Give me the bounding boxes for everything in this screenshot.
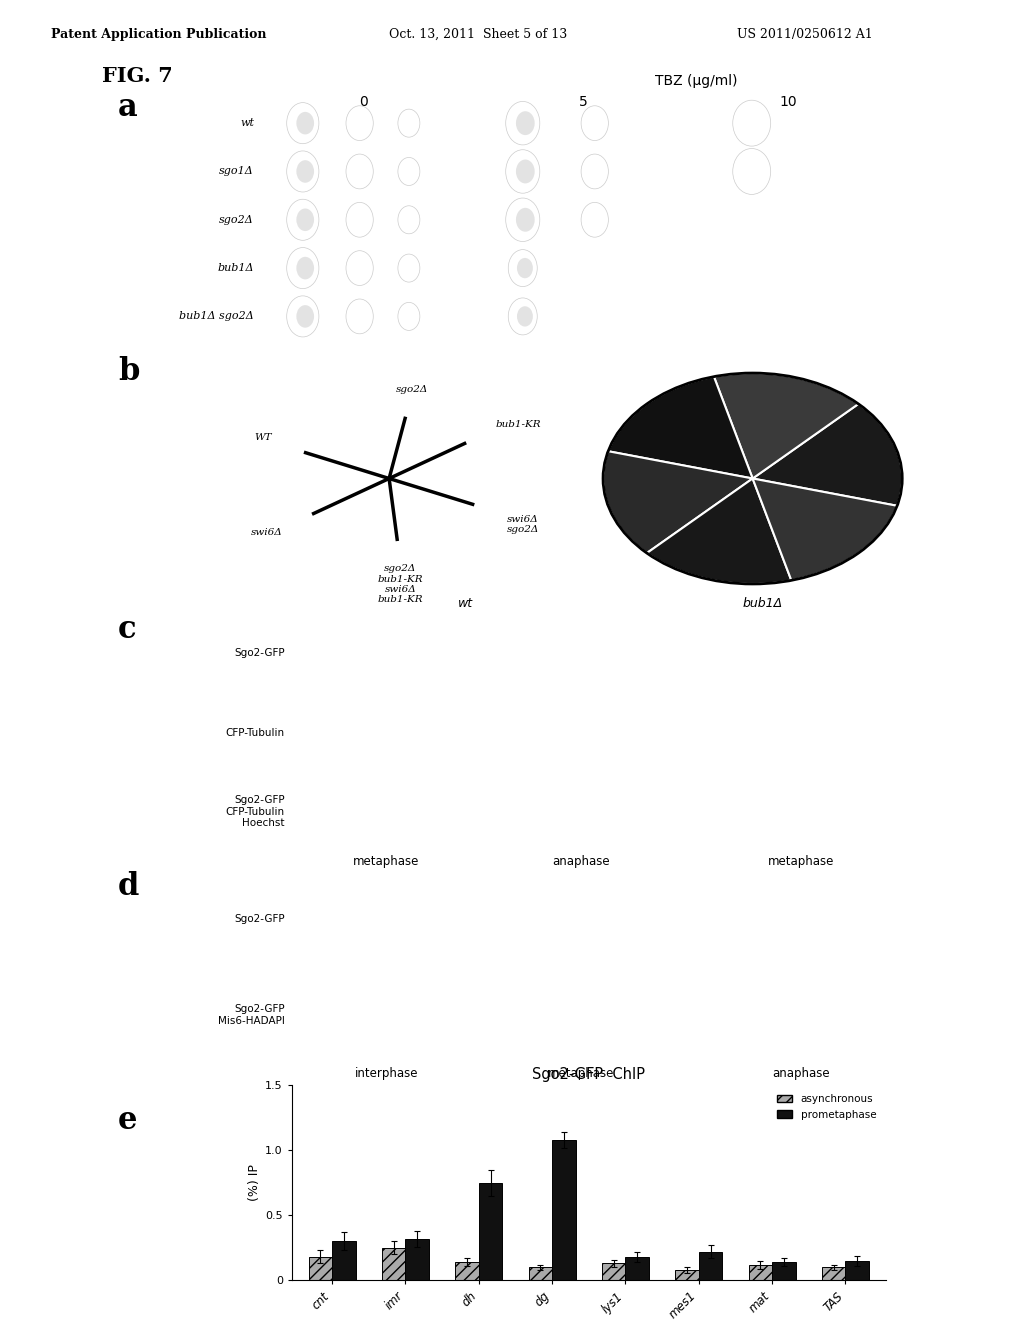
Circle shape (296, 112, 314, 135)
Text: Patent Application Publication: Patent Application Publication (51, 28, 266, 41)
Circle shape (346, 154, 374, 189)
Text: TBZ (μg/ml): TBZ (μg/ml) (655, 74, 737, 88)
Bar (332, 1241, 355, 1280)
Bar (772, 1262, 796, 1280)
Circle shape (733, 100, 771, 147)
Text: wt: wt (459, 597, 473, 610)
Circle shape (296, 305, 314, 327)
Text: a: a (118, 92, 137, 123)
Text: c: c (118, 614, 136, 644)
Text: interphase: interphase (354, 1067, 419, 1080)
Text: metaphase: metaphase (768, 855, 835, 869)
Wedge shape (647, 479, 792, 583)
Circle shape (296, 257, 314, 280)
Circle shape (517, 306, 532, 326)
Bar (846, 1261, 869, 1280)
Circle shape (581, 106, 608, 140)
Bar (675, 1270, 698, 1280)
Text: sgo1Δ: sgo1Δ (219, 166, 254, 177)
Text: 5: 5 (580, 95, 588, 110)
Text: WT: WT (254, 433, 271, 442)
Circle shape (506, 102, 540, 145)
Bar (626, 1257, 649, 1280)
Bar (382, 1247, 406, 1280)
Text: sgo2Δ
bub1-KR
swi6Δ
bub1-KR: sgo2Δ bub1-KR swi6Δ bub1-KR (378, 564, 423, 605)
Text: bub1Δ: bub1Δ (742, 597, 783, 610)
Circle shape (516, 207, 535, 232)
Bar (456, 1262, 479, 1280)
Text: 0: 0 (359, 95, 368, 110)
Bar (552, 1139, 575, 1280)
Text: Oct. 13, 2011  Sheet 5 of 13: Oct. 13, 2011 Sheet 5 of 13 (389, 28, 567, 41)
Circle shape (508, 249, 538, 286)
Circle shape (296, 160, 314, 182)
Text: anaphase: anaphase (552, 855, 610, 869)
Text: bub1Δ: bub1Δ (217, 263, 254, 273)
Circle shape (398, 302, 420, 330)
Text: FIG. 7: FIG. 7 (102, 66, 173, 86)
Bar (479, 1183, 503, 1280)
Circle shape (398, 110, 420, 137)
Wedge shape (753, 404, 902, 506)
Circle shape (516, 160, 535, 183)
Bar (308, 1257, 332, 1280)
Text: anaphase: anaphase (772, 1067, 830, 1080)
Text: bub1-KR: bub1-KR (496, 420, 541, 429)
Text: wt: wt (240, 119, 254, 128)
Text: sgo2Δ: sgo2Δ (219, 215, 254, 224)
Wedge shape (608, 376, 753, 479)
Text: swi6Δ: swi6Δ (251, 528, 283, 537)
Title: Sgo2-GFP  ChIP: Sgo2-GFP ChIP (532, 1068, 645, 1082)
Bar (406, 1238, 429, 1280)
Text: 10: 10 (779, 95, 798, 110)
Legend: asynchronous, prometaphase: asynchronous, prometaphase (773, 1090, 881, 1123)
Circle shape (508, 298, 538, 335)
Text: metaphase: metaphase (353, 855, 420, 869)
Circle shape (398, 253, 420, 282)
Circle shape (581, 154, 608, 189)
Circle shape (296, 209, 314, 231)
Text: d: d (118, 871, 139, 902)
Text: bub1Δ sgo2Δ: bub1Δ sgo2Δ (179, 312, 254, 321)
Text: swi6Δ
sgo2Δ: swi6Δ sgo2Δ (507, 515, 540, 535)
Text: e: e (118, 1105, 137, 1135)
Bar (528, 1267, 552, 1280)
Circle shape (287, 150, 318, 191)
Circle shape (516, 111, 535, 135)
Text: Sgo2-GFP: Sgo2-GFP (234, 648, 285, 659)
Wedge shape (714, 374, 858, 479)
Circle shape (733, 149, 771, 194)
Circle shape (398, 206, 420, 234)
Circle shape (517, 257, 532, 279)
Bar (822, 1267, 846, 1280)
Circle shape (346, 106, 374, 140)
Text: b: b (118, 356, 139, 387)
Wedge shape (753, 479, 897, 581)
Circle shape (346, 300, 374, 334)
Text: metaphase: metaphase (548, 1067, 614, 1080)
Y-axis label: (%) IP: (%) IP (248, 1164, 261, 1201)
Text: Sgo2-GFP
Mis6-HADAPI: Sgo2-GFP Mis6-HADAPI (218, 1005, 285, 1026)
Circle shape (506, 149, 540, 193)
Circle shape (346, 251, 374, 285)
Text: US 2011/0250612 A1: US 2011/0250612 A1 (737, 28, 873, 41)
Circle shape (287, 199, 318, 240)
Text: CFP-Tubulin: CFP-Tubulin (225, 727, 285, 738)
Circle shape (287, 248, 318, 289)
Text: Sgo2-GFP: Sgo2-GFP (234, 913, 285, 924)
Circle shape (581, 202, 608, 238)
Text: sgo2Δ: sgo2Δ (395, 385, 428, 393)
Circle shape (398, 157, 420, 186)
Bar (749, 1265, 772, 1280)
Wedge shape (603, 451, 753, 553)
Circle shape (346, 202, 374, 238)
Circle shape (287, 296, 318, 337)
Text: Sgo2-GFP
CFP-Tubulin
Hoechst: Sgo2-GFP CFP-Tubulin Hoechst (225, 795, 285, 829)
Circle shape (287, 103, 318, 144)
Bar (698, 1251, 722, 1280)
Bar (602, 1263, 626, 1280)
Circle shape (506, 198, 540, 242)
